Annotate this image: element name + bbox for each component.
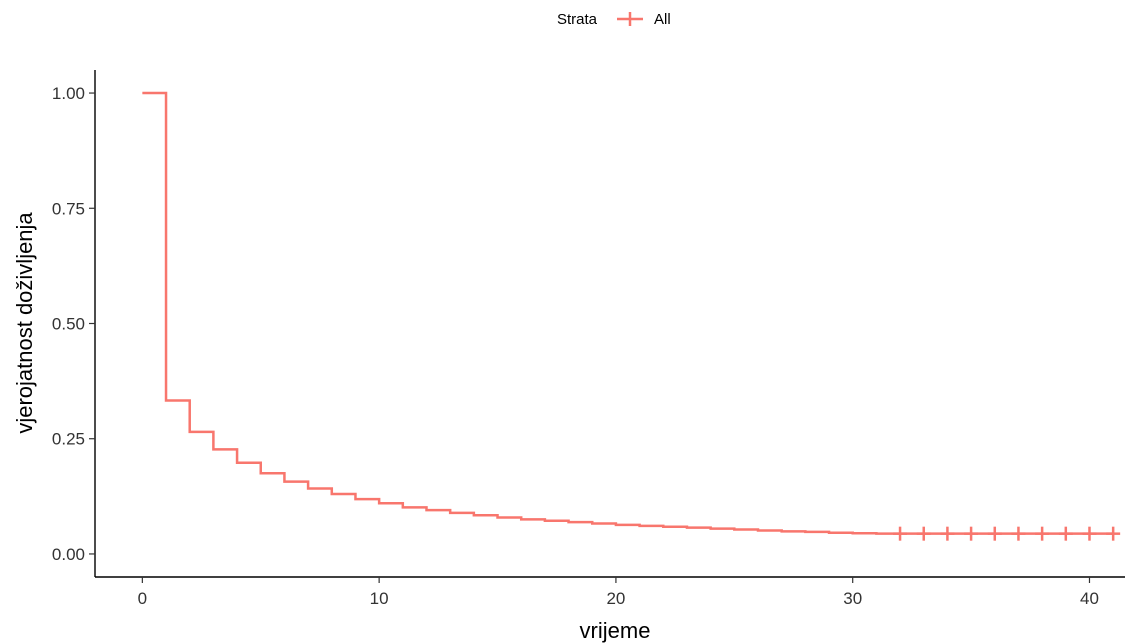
y-tick-label: 1.00 [52, 84, 85, 103]
censor-mark [1035, 526, 1050, 541]
x-tick-label: 20 [606, 589, 625, 608]
censor-mark [1082, 526, 1097, 541]
y-tick-label: 0.50 [52, 315, 85, 334]
legend-key-all [617, 12, 643, 26]
censor-mark [916, 526, 931, 541]
x-tick-label: 10 [370, 589, 389, 608]
y-tick-label: 0.00 [52, 545, 85, 564]
censor-mark [1011, 526, 1026, 541]
x-axis-title: vrijeme [580, 618, 651, 643]
censor-mark [987, 526, 1002, 541]
legend-label-all: All [654, 11, 671, 28]
y-axis-ticks: 0.00 0.25 0.50 0.75 1.00 [52, 84, 95, 564]
x-tick-label: 0 [138, 589, 147, 608]
survival-curve-all [142, 91, 1114, 535]
x-tick-label: 40 [1080, 589, 1099, 608]
censor-mark [964, 526, 979, 541]
y-axis-title: vjerojatnost doživljenja [12, 212, 37, 434]
censor-mark [1106, 526, 1121, 541]
censor-mark [1058, 526, 1073, 541]
x-tick-label: 30 [843, 589, 862, 608]
y-tick-label: 0.75 [52, 199, 85, 218]
plot-area [142, 91, 1121, 541]
y-tick-label: 0.25 [52, 430, 85, 449]
censor-mark [940, 526, 955, 541]
censor-mark [893, 526, 908, 541]
legend-title: Strata [557, 11, 598, 28]
x-axis-ticks: 0 10 20 30 40 [138, 577, 1099, 608]
legend: Strata All [557, 11, 671, 28]
